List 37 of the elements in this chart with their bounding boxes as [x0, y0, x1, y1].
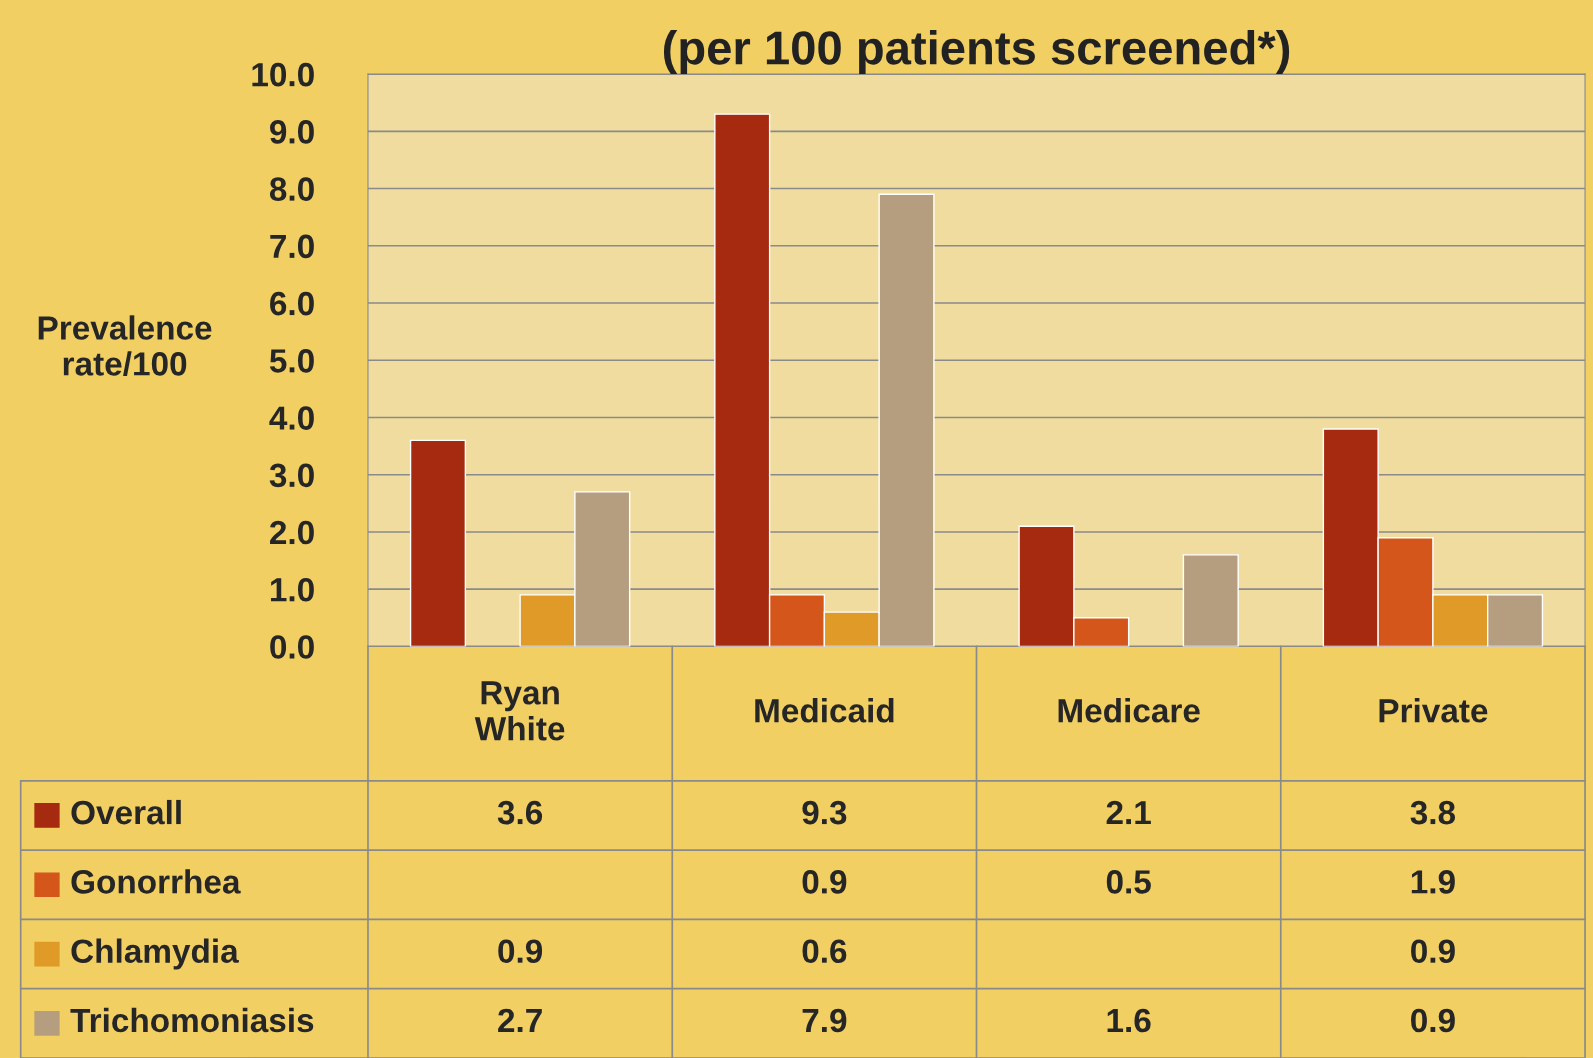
- data-label: 0.5: [1106, 870, 1151, 894]
- y-tick-label: 10.0: [252, 62, 314, 87]
- data-label: 0.9: [1411, 1008, 1455, 1033]
- data-label: 7.9: [802, 1008, 847, 1033]
- y-tick-label: 2.0: [270, 520, 314, 545]
- data-label: 1.9: [1411, 870, 1455, 894]
- y-tick-label: 8.0: [269, 177, 314, 201]
- data-label: 0.9: [498, 939, 543, 963]
- y-tick-label: 0.0: [270, 635, 314, 659]
- x-tick-label: Medicare: [1058, 698, 1200, 723]
- y-axis-title: Prevalence rate/100: [38, 315, 212, 377]
- y-tick-label: 4.0: [269, 406, 314, 430]
- y-tick-label: 1.0: [270, 578, 314, 602]
- data-label: 3.8: [1410, 800, 1456, 825]
- x-tick-label: Ryan White: [474, 681, 565, 741]
- y-tick-label: 6.0: [270, 291, 314, 316]
- data-label: 0.9: [802, 870, 847, 894]
- y-tick-label: 9.0: [270, 120, 314, 144]
- y-tick-label: 3.0: [269, 463, 314, 488]
- bar: [1182, 554, 1239, 647]
- x-tick-label: Private: [1379, 698, 1488, 723]
- legend-label: Trichomoniasis: [70, 1007, 314, 1033]
- data-label: 0.9: [1411, 939, 1455, 963]
- y-tick-label: 7.0: [270, 234, 314, 259]
- legend-label: Chlamydia: [71, 938, 239, 970]
- data-label: 3.6: [497, 800, 543, 825]
- chart-title: (per 100 patients screened*): [663, 30, 1290, 75]
- data-label: 2.1: [1106, 800, 1151, 825]
- x-tick-label: Medicaid: [755, 698, 894, 723]
- data-label: 9.3: [802, 800, 847, 825]
- data-label: 0.6: [802, 939, 847, 963]
- legend-label: Overall: [71, 799, 181, 825]
- legend-label: Gonorrhea: [71, 869, 241, 894]
- bar: [409, 439, 467, 647]
- data-label: 1.6: [1107, 1008, 1151, 1033]
- data-label: 2.7: [498, 1008, 542, 1032]
- y-tick-label: 5.0: [269, 349, 314, 373]
